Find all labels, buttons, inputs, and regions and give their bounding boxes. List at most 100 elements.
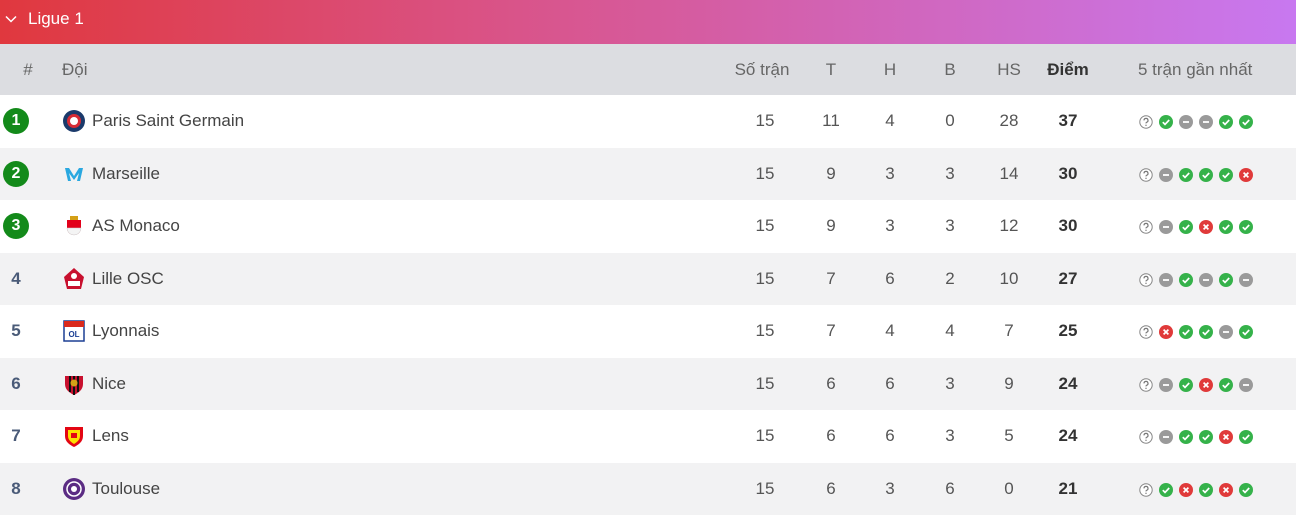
recent-form xyxy=(1139,377,1259,391)
points: 30 xyxy=(1059,200,1078,252)
played: 15 xyxy=(756,463,775,515)
rank: 1 xyxy=(3,108,29,134)
draws: 6 xyxy=(885,410,894,462)
rank: 7 xyxy=(11,410,20,462)
losses: 3 xyxy=(945,358,954,410)
draws: 6 xyxy=(885,358,894,410)
losses: 3 xyxy=(945,410,954,462)
draws: 3 xyxy=(885,200,894,252)
played: 15 xyxy=(756,410,775,462)
column-header: Số trận xyxy=(735,44,790,96)
league-title: Ligue 1 xyxy=(28,0,84,38)
column-header: T xyxy=(826,44,836,96)
team-name: Lens xyxy=(92,410,129,462)
team-logo xyxy=(62,109,86,133)
draws: 3 xyxy=(885,148,894,200)
rank: 8 xyxy=(11,463,20,515)
team-logo xyxy=(62,372,86,396)
losses: 4 xyxy=(945,305,954,357)
goal-difference: 10 xyxy=(1000,253,1019,305)
collapse-chevron xyxy=(4,12,18,26)
wins: 6 xyxy=(826,463,835,515)
played: 15 xyxy=(756,148,775,200)
recent-form xyxy=(1139,324,1259,338)
recent-form xyxy=(1139,429,1259,443)
recent-form xyxy=(1139,167,1259,181)
wins: 6 xyxy=(826,358,835,410)
points: 24 xyxy=(1059,410,1078,462)
draws: 4 xyxy=(885,305,894,357)
draws: 3 xyxy=(885,463,894,515)
rank: 3 xyxy=(3,213,29,239)
rank: 5 xyxy=(11,305,20,357)
goal-difference: 9 xyxy=(1004,358,1013,410)
team-logo xyxy=(62,214,86,238)
played: 15 xyxy=(756,95,775,147)
team-logo xyxy=(62,477,86,501)
goal-difference: 5 xyxy=(1004,410,1013,462)
team-logo xyxy=(62,162,86,186)
wins: 9 xyxy=(826,200,835,252)
column-header-row: # Đội Số trận T H B HS Điểm 5 trận gần n… xyxy=(0,44,1296,95)
team-name: Nice xyxy=(92,358,126,410)
team-name: Lyonnais xyxy=(92,305,159,357)
draws: 6 xyxy=(885,253,894,305)
recent-form xyxy=(1139,114,1259,128)
points: 25 xyxy=(1059,305,1078,357)
points: 37 xyxy=(1059,95,1078,147)
goal-difference: 28 xyxy=(1000,95,1019,147)
column-header: # xyxy=(23,44,32,96)
team-name: AS Monaco xyxy=(92,200,180,252)
column-header: Đội xyxy=(62,44,88,96)
column-header: 5 trận gần nhất xyxy=(1138,44,1252,96)
team-logo xyxy=(62,267,86,291)
rank: 6 xyxy=(11,358,20,410)
recent-form xyxy=(1139,219,1259,233)
goal-difference: 12 xyxy=(1000,200,1019,252)
wins: 9 xyxy=(826,148,835,200)
played: 15 xyxy=(756,358,775,410)
played: 15 xyxy=(756,253,775,305)
rank: 4 xyxy=(11,253,20,305)
team-name: Toulouse xyxy=(92,463,160,515)
league-header[interactable]: Ligue 1 xyxy=(0,0,1296,44)
recent-form xyxy=(1139,482,1259,496)
column-header: H xyxy=(884,44,896,96)
played: 15 xyxy=(756,305,775,357)
points: 21 xyxy=(1059,463,1078,515)
team-name: Marseille xyxy=(92,148,160,200)
wins: 11 xyxy=(822,95,840,147)
wins: 7 xyxy=(826,253,835,305)
rank: 2 xyxy=(3,161,29,187)
svg-text:OL: OL xyxy=(68,330,79,339)
team-name: Lille OSC xyxy=(92,253,164,305)
team-logo: OL xyxy=(62,319,86,343)
team-logo xyxy=(62,424,86,448)
wins: 6 xyxy=(826,410,835,462)
losses: 3 xyxy=(945,148,954,200)
losses: 3 xyxy=(945,200,954,252)
points: 24 xyxy=(1059,358,1078,410)
goal-difference: 14 xyxy=(1000,148,1019,200)
wins: 7 xyxy=(826,305,835,357)
column-header: Điểm xyxy=(1047,44,1089,96)
column-header: HS xyxy=(997,44,1021,96)
losses: 6 xyxy=(945,463,954,515)
losses: 2 xyxy=(945,253,954,305)
draws: 4 xyxy=(885,95,894,147)
goal-difference: 7 xyxy=(1004,305,1013,357)
points: 30 xyxy=(1059,148,1078,200)
points: 27 xyxy=(1059,253,1078,305)
recent-form xyxy=(1139,272,1259,286)
losses: 0 xyxy=(945,95,954,147)
